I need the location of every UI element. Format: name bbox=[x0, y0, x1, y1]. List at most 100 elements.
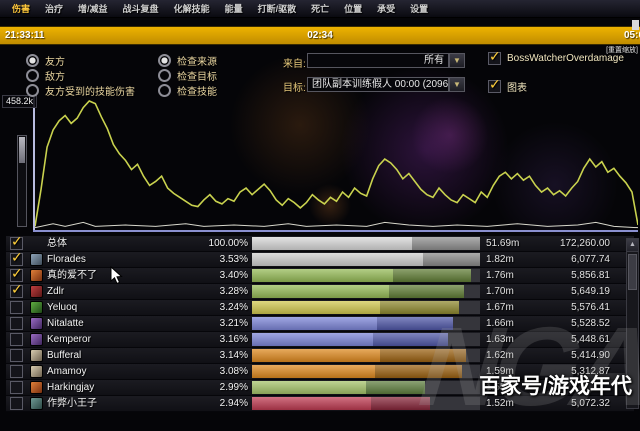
table-row[interactable]: Yeluoq 3.24% 1.67m 5,576.41 bbox=[6, 300, 634, 316]
mode-radio-icon[interactable] bbox=[158, 54, 171, 67]
faction-option[interactable]: 敌方 bbox=[26, 69, 65, 83]
damage-bar-main bbox=[252, 285, 389, 298]
target-dropdown-arrow-icon[interactable]: ▼ bbox=[449, 77, 465, 92]
damage-bar-overdamage bbox=[388, 285, 465, 298]
timeline-bar[interactable]: 21:33:11 02:34 05:0 bbox=[0, 26, 640, 45]
faction-radio-icon[interactable] bbox=[26, 69, 39, 82]
table-row[interactable]: ✓ Florades 3.53% 1.82m 6,077.74 bbox=[6, 249, 634, 268]
row-checkbox[interactable] bbox=[10, 365, 23, 378]
total-damage-value: 5,414.90 bbox=[571, 350, 610, 361]
damage-bar bbox=[252, 333, 480, 346]
table-row[interactable]: Bufferal 3.14% 1.62m 5,414.90 bbox=[6, 348, 634, 364]
mode-option[interactable]: 检查来源 bbox=[158, 54, 217, 68]
row-checkbox[interactable] bbox=[10, 381, 23, 394]
damage-bar bbox=[252, 285, 480, 298]
player-name: Nitalatte bbox=[47, 318, 84, 329]
tab-承受[interactable]: 承受 bbox=[377, 4, 396, 14]
tab-位置[interactable]: 位置 bbox=[344, 4, 363, 14]
row-checkbox[interactable]: ✓ bbox=[10, 265, 23, 282]
damage-bar-main bbox=[252, 237, 412, 250]
table-row[interactable]: 作弊小王子 2.94% 1.52m 5,072.32 bbox=[6, 396, 634, 412]
graph-zoom-slider[interactable] bbox=[17, 135, 27, 227]
tab-治疗[interactable]: 治疗 bbox=[45, 4, 64, 14]
tab-战斗复盘[interactable]: 战斗复盘 bbox=[122, 4, 159, 14]
source-dropdown[interactable]: 所有 bbox=[307, 53, 449, 68]
row-checkbox[interactable] bbox=[10, 301, 23, 314]
table-scrollbar[interactable]: ▲ bbox=[626, 238, 639, 409]
player-name: Kemperor bbox=[47, 334, 91, 345]
table-row[interactable]: ✓ 总体 100.00% 51.69m 172,260.00 bbox=[6, 233, 634, 252]
row-checkbox[interactable]: ✓ bbox=[10, 249, 23, 266]
total-damage-value: 5,312.87 bbox=[571, 366, 610, 377]
checkbox-label: BossWatcherOverdamage bbox=[507, 53, 624, 64]
dps-value: 1.52m bbox=[486, 398, 514, 409]
dps-value: 1.59m bbox=[486, 366, 514, 377]
mode-radio-label: 检查技能 bbox=[177, 87, 217, 98]
spell-icon bbox=[30, 285, 43, 298]
tab-化解技能[interactable]: 化解技能 bbox=[173, 4, 210, 14]
scroll-up-icon[interactable]: ▲ bbox=[627, 239, 638, 252]
damage-bar bbox=[252, 253, 480, 266]
table-row[interactable]: Amamoy 3.08% 1.59m 5,312.87 bbox=[6, 364, 634, 380]
player-name: Zdlr bbox=[47, 286, 65, 297]
mode-radio-icon[interactable] bbox=[158, 69, 171, 82]
damage-bar-main bbox=[252, 253, 423, 266]
damage-percent: 3.28% bbox=[219, 286, 248, 297]
dps-value: 1.62m bbox=[486, 350, 514, 361]
checkbox[interactable]: ✓ bbox=[488, 76, 501, 93]
damage-bar-main bbox=[252, 365, 376, 378]
row-checkbox[interactable] bbox=[10, 349, 23, 362]
faction-radio-icon[interactable] bbox=[26, 84, 39, 97]
dps-value: 1.82m bbox=[486, 254, 514, 265]
row-checkbox[interactable] bbox=[10, 397, 23, 410]
damage-percent: 3.14% bbox=[219, 350, 248, 361]
mode-radio-label: 检查来源 bbox=[177, 57, 217, 68]
table-row[interactable]: ✓ Zdlr 3.28% 1.70m 5,649.19 bbox=[6, 281, 634, 300]
table-row[interactable]: ✓ 真的爱不了 3.40% 1.76m 5,856.81 bbox=[6, 265, 634, 284]
graph-zoom-slider-thumb[interactable] bbox=[19, 137, 25, 163]
row-checkbox[interactable]: ✓ bbox=[10, 281, 23, 298]
faction-option[interactable]: 友方 bbox=[26, 54, 65, 68]
mode-option[interactable]: 检查技能 bbox=[158, 84, 217, 98]
tab-死亡[interactable]: 死亡 bbox=[311, 4, 330, 14]
row-checkbox[interactable]: ✓ bbox=[10, 233, 23, 250]
dps-line-chart[interactable] bbox=[35, 97, 638, 229]
spell-icon bbox=[30, 269, 43, 282]
total-damage-value: 5,072.32 bbox=[571, 398, 610, 409]
table-scrollbar-thumb[interactable] bbox=[628, 254, 637, 290]
source-dropdown-arrow-icon[interactable]: ▼ bbox=[449, 53, 465, 68]
faction-option[interactable]: 友方受到的技能伤害 bbox=[26, 84, 135, 98]
option-checkbox-row[interactable]: ✓ 图表 bbox=[488, 76, 527, 94]
faction-radio-icon[interactable] bbox=[26, 54, 39, 67]
tab-bar: 伤害 治疗 增/减益 战斗复盘 化解技能 能量 打断/驱散 死亡 位置 承受 设置 bbox=[0, 0, 640, 18]
tab-能量[interactable]: 能量 bbox=[224, 4, 243, 14]
source-label: 来自: bbox=[283, 59, 306, 70]
mode-radio-icon[interactable] bbox=[158, 84, 171, 97]
tab-伤害[interactable]: 伤害 bbox=[12, 4, 31, 14]
tab-增/减益[interactable]: 增/减益 bbox=[78, 4, 108, 14]
reset-zoom-label[interactable]: [重置缩放] bbox=[606, 47, 638, 54]
tab-设置[interactable]: 设置 bbox=[410, 4, 429, 14]
table-row[interactable]: Harkingjay 2.99% 1.55m bbox=[6, 380, 634, 396]
player-name: Bufferal bbox=[47, 350, 82, 361]
table-row[interactable]: Nitalatte 3.21% 1.66m 5,528.52 bbox=[6, 316, 634, 332]
damage-bar bbox=[252, 365, 480, 378]
mode-option[interactable]: 检查目标 bbox=[158, 69, 217, 83]
damage-bar-main bbox=[252, 349, 380, 362]
tab-打断/驱散[interactable]: 打断/驱散 bbox=[257, 4, 297, 14]
damage-bar-overdamage bbox=[370, 397, 430, 410]
row-checkbox[interactable] bbox=[10, 333, 23, 346]
row-checkbox[interactable] bbox=[10, 317, 23, 330]
total-damage-value: 5,576.41 bbox=[571, 302, 610, 313]
option-checkbox-row[interactable]: ✓ BossWatcherOverdamage bbox=[488, 48, 624, 65]
faction-radio-label: 友方受到的技能伤害 bbox=[45, 87, 135, 98]
damage-bar-overdamage bbox=[372, 333, 449, 346]
target-dropdown[interactable]: 团队副本训练假人 00:00 (2096... bbox=[307, 77, 449, 92]
table-row[interactable]: Kemperor 3.16% 1.63m 5,448.61 bbox=[6, 332, 634, 348]
spell-icon bbox=[30, 253, 43, 266]
faction-radio-label: 友方 bbox=[45, 57, 65, 68]
player-name: Yeluoq bbox=[47, 302, 78, 313]
damage-bar-main bbox=[252, 381, 366, 394]
checkbox[interactable]: ✓ bbox=[488, 48, 501, 65]
spell-icon bbox=[30, 333, 43, 346]
